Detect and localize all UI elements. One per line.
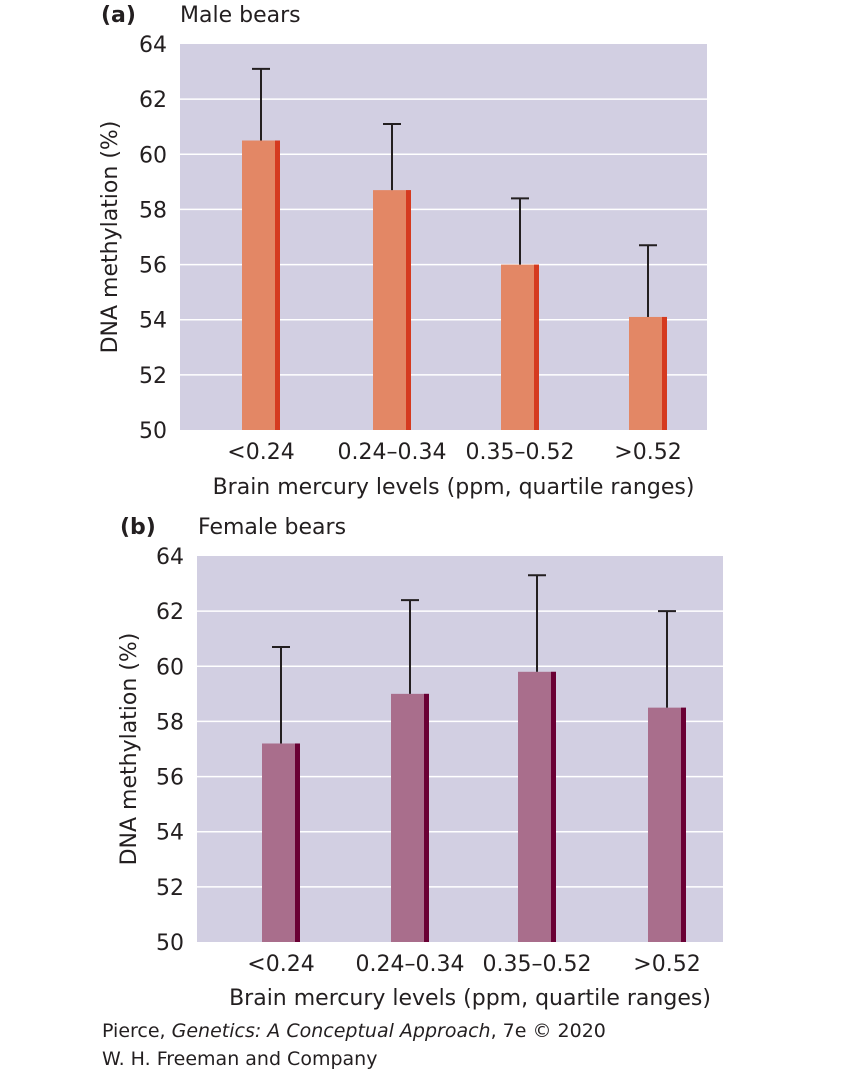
panel-label: (a)	[101, 3, 136, 28]
credit-author: Pierce,	[102, 1020, 172, 1042]
y-tick-label: 50	[139, 419, 167, 444]
bar-edge	[551, 671, 556, 942]
bar	[629, 316, 667, 430]
y-tick-label: 64	[139, 33, 167, 58]
x-tick-label: 0.24–0.34	[338, 440, 447, 465]
x-axis-label: Brain mercury levels (ppm, quartile rang…	[229, 986, 711, 1011]
x-tick-label: 0.35–0.52	[466, 440, 575, 465]
bar-edge	[534, 264, 539, 430]
y-tick-label: 60	[156, 655, 184, 680]
bar-edge	[681, 707, 686, 942]
y-tick-label: 64	[156, 545, 184, 570]
panel-label: (b)	[120, 515, 156, 540]
x-tick-label: >0.52	[614, 440, 681, 465]
x-tick-label: <0.24	[227, 440, 294, 465]
bar	[518, 671, 556, 942]
y-tick-label: 52	[139, 364, 167, 389]
y-tick-label: 54	[156, 821, 184, 846]
chart-panel-a: 50 52 54 56 58 60 62 64 <0.24 0.24–0.34 0.35–0.52 >…	[98, 3, 707, 500]
chart-panel-b: 50 52 54 56 58 60 62 64 <0.24 0.24–0.34 0.35–0.52 >…	[117, 515, 723, 1011]
x-tick-label: >0.52	[633, 952, 700, 977]
x-tick-label: <0.24	[247, 952, 314, 977]
chart-title: Male bears	[180, 3, 301, 28]
bar	[262, 743, 300, 942]
y-tick-label: 56	[156, 766, 184, 791]
y-tick-label: 50	[156, 931, 184, 956]
bar-edge	[275, 140, 280, 430]
bar	[501, 264, 539, 430]
bar-edge	[424, 693, 429, 942]
y-tick-label: 54	[139, 309, 167, 334]
x-axis-label: Brain mercury levels (ppm, quartile rang…	[213, 475, 695, 500]
y-axis-label: DNA methylation (%)	[98, 121, 123, 354]
credit-line-1: Pierce, Genetics: A Conceptual Approach,…	[102, 1018, 606, 1045]
x-tick-label: 0.24–0.34	[356, 952, 465, 977]
chart-title: Female bears	[198, 515, 346, 540]
x-tick-label: 0.35–0.52	[483, 952, 592, 977]
bar-edge	[295, 743, 300, 942]
y-tick-label: 60	[139, 143, 167, 168]
bar	[242, 140, 280, 430]
bar	[373, 190, 411, 430]
y-tick-label: 52	[156, 876, 184, 901]
credit-edition: , 7e © 2020	[490, 1020, 606, 1042]
y-axis-label: DNA methylation (%)	[117, 633, 142, 866]
credit-publisher: W. H. Freeman and Company	[102, 1048, 378, 1070]
y-tick-label: 56	[139, 254, 167, 279]
credit-book-title: Genetics: A Conceptual Approach	[171, 1020, 491, 1042]
bar	[391, 693, 429, 942]
y-tick-label: 62	[156, 600, 184, 625]
y-tick-label: 58	[156, 710, 184, 735]
bar-edge	[406, 190, 411, 430]
y-tick-label: 58	[139, 198, 167, 223]
y-tick-label: 62	[139, 88, 167, 113]
credit-line-2: W. H. Freeman and Company	[102, 1046, 377, 1073]
bar	[648, 707, 686, 942]
bar-edge	[662, 316, 667, 430]
